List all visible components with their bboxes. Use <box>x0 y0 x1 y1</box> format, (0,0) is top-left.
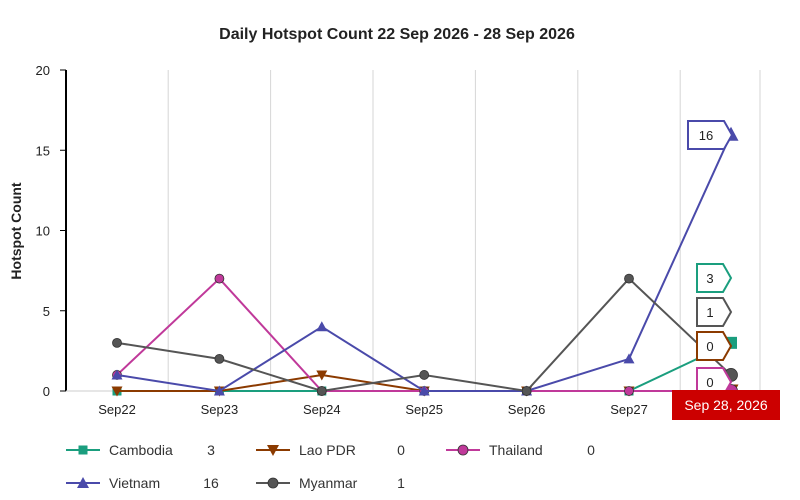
data-point <box>214 353 225 364</box>
date-badge-box <box>672 390 780 420</box>
data-point <box>112 337 122 348</box>
legend-value: 3 <box>207 442 215 458</box>
legend-label: Lao PDR <box>299 442 356 458</box>
series-line <box>117 341 732 392</box>
series-vietnam <box>111 126 739 396</box>
tooltip-date-badge: Sep 28, 2026 <box>672 390 780 420</box>
x-tick-label: Sep26 <box>508 402 546 417</box>
x-tick-label: Sep25 <box>405 402 443 417</box>
y-tick-label: 5 <box>43 304 50 319</box>
y-tick-label: 15 <box>36 143 50 158</box>
data-point <box>111 369 123 380</box>
legend-item-thailand: Thailand 0 <box>446 442 595 458</box>
grid <box>167 70 761 391</box>
callout-value: 0 <box>706 375 713 390</box>
data-point <box>316 370 328 381</box>
legend-marker <box>78 445 88 455</box>
legend-marker <box>457 444 469 456</box>
data-point <box>624 386 634 396</box>
y-tick-label: 20 <box>36 63 50 78</box>
callout-cambodia: 3 <box>696 263 733 293</box>
y-axis-label: Hotspot Count <box>8 182 24 280</box>
callout-myanmar: 1 <box>696 297 733 327</box>
legend: Cambodia 3 Lao PDR 0 Thailand 0 Vietnam 16 Myanm… <box>66 442 595 491</box>
callout-value: 3 <box>706 271 713 286</box>
callout-lao-pdr: 0 <box>696 331 733 361</box>
legend-value: 0 <box>587 442 595 458</box>
legend-label: Vietnam <box>109 475 160 491</box>
legend-item-vietnam: Vietnam 16 <box>66 475 219 491</box>
tooltip-callouts: 16 3 1 0 0 Sep 28, 2026 <box>672 120 780 420</box>
data-point <box>623 353 635 364</box>
data-point <box>111 386 123 397</box>
legend-label: Myanmar <box>299 475 358 491</box>
callout-box <box>687 120 734 150</box>
callout-value: 1 <box>706 305 713 320</box>
series-line <box>116 133 732 393</box>
legend-label: Thailand <box>489 442 543 458</box>
data-point <box>418 385 430 396</box>
data-point <box>624 273 634 284</box>
data-point <box>419 370 430 380</box>
x-tick-label: Sep24 <box>303 402 341 417</box>
data-point <box>316 386 327 396</box>
legend-marker <box>267 477 279 489</box>
x-tick-label: Sep22 <box>98 402 136 417</box>
chart-title: Daily Hotspot Count 22 Sep 2026 - 28 Sep… <box>219 26 575 43</box>
series-layer <box>111 126 739 399</box>
tooltip-date: Sep 28, 2026 <box>684 397 768 413</box>
legend-value: 16 <box>203 475 219 491</box>
legend-value: 1 <box>397 475 405 491</box>
y-tick-label: 10 <box>36 224 50 239</box>
callout-value: 16 <box>699 128 713 143</box>
legend-item-lao-pdr: Lao PDR 0 <box>256 442 405 458</box>
legend-value: 0 <box>397 442 405 458</box>
legend-item-myanmar: Myanmar 1 <box>256 475 405 491</box>
x-tick-label: Sep23 <box>201 402 239 417</box>
callout-box <box>696 297 733 327</box>
legend-label: Cambodia <box>109 442 173 458</box>
legend-item-cambodia: Cambodia 3 <box>66 442 215 458</box>
callout-box <box>696 331 733 361</box>
y-tick-label: 0 <box>43 384 50 399</box>
data-point <box>213 385 225 396</box>
x-tick-label: Sep27 <box>610 402 648 417</box>
callout-value: 0 <box>706 339 713 354</box>
legend-marker <box>267 445 279 456</box>
data-point <box>316 321 328 332</box>
legend-marker <box>77 477 89 488</box>
callout-vietnam: 16 <box>687 120 734 150</box>
data-point <box>521 386 532 396</box>
data-point <box>214 273 225 284</box>
callout-box <box>696 263 733 293</box>
